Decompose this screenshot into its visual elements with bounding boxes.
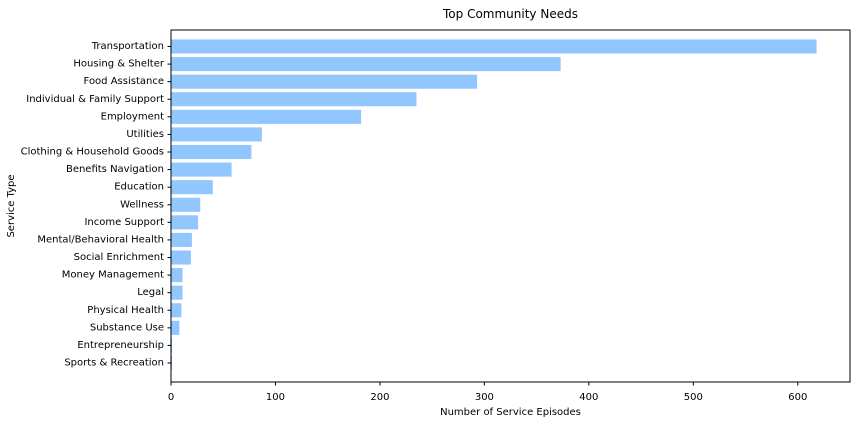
bar-clothing-household-goods xyxy=(171,144,252,160)
bar-sports-recreation xyxy=(171,355,173,371)
y-tick-label: Mental/Behavioral Health xyxy=(37,234,164,245)
bar-legal xyxy=(171,285,183,300)
y-axis-ticks: Transportation Housing & Shelter Food Assi… xyxy=(21,41,171,369)
y-tick-label: Transportation xyxy=(91,41,164,52)
y-tick-label: Benefits Navigation xyxy=(66,164,164,175)
y-axis-label: Service Type xyxy=(6,174,17,237)
y-tick-label: Sports & Recreation xyxy=(64,358,164,369)
bar-food-assistance xyxy=(171,74,478,89)
x-tick-label: 200 xyxy=(370,392,389,403)
bar-housing-shelter xyxy=(171,57,561,72)
y-tick-label: Legal xyxy=(137,287,164,298)
bar-wellness xyxy=(171,197,201,212)
y-tick-label: Food Assistance xyxy=(84,76,164,87)
x-tick-label: 100 xyxy=(266,392,285,403)
y-tick-label: Social Enrichment xyxy=(74,252,164,263)
y-tick-label: Utilities xyxy=(126,129,164,140)
bar-social-enrichment xyxy=(171,250,191,265)
bar-employment xyxy=(171,109,362,124)
bar-money-management xyxy=(171,268,183,283)
x-tick-label: 400 xyxy=(579,392,598,403)
bar-education xyxy=(171,180,213,195)
x-tick-label: 0 xyxy=(168,392,174,403)
y-tick-label: Wellness xyxy=(120,199,164,210)
y-tick-label: Employment xyxy=(101,111,164,122)
bar-benefits-navigation xyxy=(171,162,232,177)
bar-utilities xyxy=(171,127,262,142)
x-tick-label: 300 xyxy=(475,392,494,403)
y-tick-label: Substance Use xyxy=(90,322,164,333)
x-axis-label: Number of Service Episodes xyxy=(440,407,581,418)
y-tick-label: Entrepreneurship xyxy=(77,340,164,351)
x-tick-label: 500 xyxy=(684,392,703,403)
y-tick-label: Clothing & Household Goods xyxy=(21,147,164,158)
bars-group xyxy=(171,39,817,371)
chart-title: Top Community Needs xyxy=(442,7,578,21)
bar-physical-health xyxy=(171,303,182,318)
x-axis-ticks: 0 100 200 300 400 500 600 xyxy=(168,382,807,403)
bar-income-support xyxy=(171,215,199,230)
bar-transportation xyxy=(171,39,817,54)
y-tick-label: Money Management xyxy=(62,270,164,281)
y-tick-label: Physical Health xyxy=(87,305,164,316)
plot-frame xyxy=(170,29,851,383)
y-tick-label: Education xyxy=(114,182,164,193)
y-tick-label: Individual & Family Support xyxy=(26,94,164,105)
y-tick-label: Income Support xyxy=(84,217,164,228)
bar-substance-use xyxy=(171,320,180,335)
bar-entrepreneurship xyxy=(171,338,173,353)
bar-individual-family-support xyxy=(171,92,417,107)
y-tick-label: Housing & Shelter xyxy=(73,59,164,70)
bar-mental-behavioral-health xyxy=(171,232,192,247)
x-tick-label: 600 xyxy=(788,392,807,403)
